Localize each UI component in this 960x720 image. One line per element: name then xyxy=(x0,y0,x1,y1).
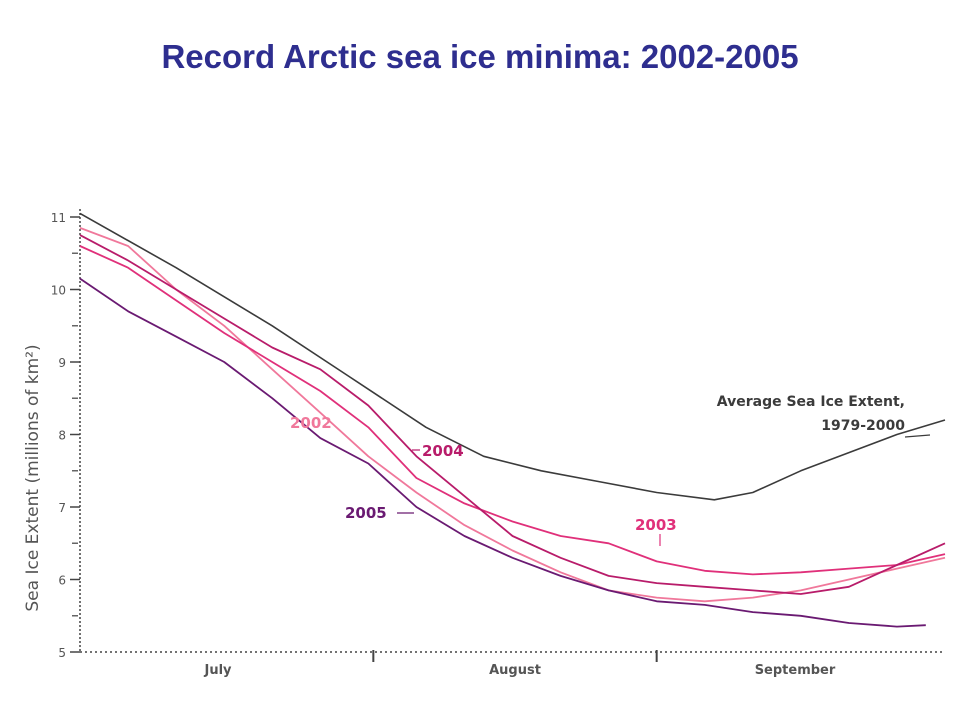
y-tick-label: 11 xyxy=(51,211,66,225)
series-label-2005: 2005 xyxy=(345,504,387,522)
x-axis: July August September xyxy=(80,650,945,678)
y-tick-label: 8 xyxy=(58,429,66,443)
y-tick-label: 9 xyxy=(58,356,66,370)
y-tick-label: 7 xyxy=(58,501,66,515)
y-axis: 5 6 7 8 9 10 11 xyxy=(51,209,81,660)
x-tick-label: July xyxy=(203,663,232,678)
series-line-average-sea-ice-extent-1979-2000 xyxy=(79,212,946,501)
series-labels: Average Sea Ice Extent, 1979-2000 2002 2003… xyxy=(290,394,931,546)
series-label-average: Average Sea Ice Extent, xyxy=(717,394,905,410)
series-label-2002: 2002 xyxy=(290,414,332,432)
series-label-2004: 2004 xyxy=(422,442,464,460)
label-leader xyxy=(904,434,931,438)
series-line-2002 xyxy=(79,227,946,603)
slide-title: Record Arctic sea ice minima: 2002-2005 xyxy=(161,38,799,75)
series-label-average: 1979-2000 xyxy=(821,418,905,434)
series-line-2004 xyxy=(79,234,946,595)
y-tick-label: 6 xyxy=(58,574,66,588)
y-tick-label: 5 xyxy=(58,646,66,660)
x-tick-label: September xyxy=(755,663,836,678)
series-label-2003: 2003 xyxy=(635,516,677,534)
series-line-2003 xyxy=(79,245,946,576)
x-tick-label: August xyxy=(489,663,541,678)
series-line-2005 xyxy=(79,277,926,628)
series-lines xyxy=(79,212,946,628)
sea-ice-chart: 5 6 7 8 9 10 11 July August September Average Se… xyxy=(23,209,946,678)
y-axis-title: Sea Ice Extent (millions of km²) xyxy=(23,344,43,611)
y-tick-label: 10 xyxy=(51,284,66,298)
